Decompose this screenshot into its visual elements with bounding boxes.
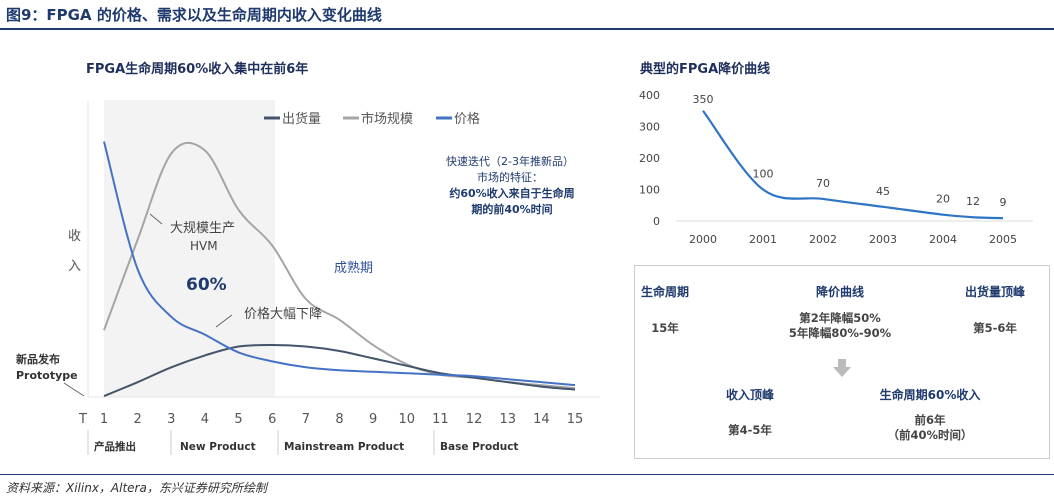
data-label: 12 [966, 195, 980, 208]
x-tick-label: 10 [399, 412, 416, 427]
y-tick-label: 100 [639, 184, 660, 197]
x-tick-label: 15 [567, 412, 584, 427]
data-label: 100 [753, 168, 774, 181]
shaded-60pct-region [104, 100, 275, 397]
summary-box: 生命周期 15年 降价曲线 第2年降幅50% 5年降幅80%-90% 出货量顶峰… [634, 265, 1050, 459]
down-arrow-icon [833, 367, 851, 377]
x-tick-label: 2003 [869, 233, 897, 246]
y-label-2: 入 [68, 259, 81, 274]
x-tick-label: 8 [335, 412, 343, 427]
maturity-label: 成熟期 [334, 260, 373, 276]
y-tick-label: 300 [639, 121, 660, 134]
x-tick-label: 2 [134, 412, 142, 427]
revenue-60pct-heading: 生命周期60%收入 [879, 388, 981, 402]
data-label: 45 [876, 185, 890, 198]
shipment-peak-heading: 出货量顶峰 [964, 285, 1025, 299]
data-label: 70 [816, 177, 830, 190]
note: 快速迭代（2-3年推新品） 市场的特征： 约60%收入来自于生命周 期的前40%… [446, 154, 575, 216]
revenue-60pct-value-2: （前40%时间） [887, 428, 973, 442]
right-chart-title: 典型的FPGA降价曲线 [640, 62, 771, 77]
price-curve-value-2: 5年降幅80%-90% [788, 326, 892, 340]
x-tick-label: 2002 [809, 233, 837, 246]
x-tick-label: 12 [466, 412, 483, 427]
note-line-4: 期的前40%时间 [471, 202, 552, 216]
note-line-2: 市场的特征： [477, 170, 543, 184]
figure-title: 图9：FPGA 的价格、需求以及生命周期内收入变化曲线 [6, 6, 382, 24]
phase-new-product: New Product [180, 441, 256, 453]
data-label: 350 [693, 93, 714, 106]
series-line-0 [103, 344, 576, 398]
lifecycle-chart: T 1 2 3 4 5 6 7 8 9 10 11 12 13 14 15 出货量 市场规模 价格 收 入 大… [16, 100, 600, 455]
y-label-1: 收 [68, 229, 81, 244]
legend-market: 市场规模 [361, 111, 413, 127]
lifecycle-heading: 生命周期 [640, 285, 689, 299]
x-tick-label: 2004 [929, 233, 957, 246]
x-tick-label: 11 [432, 412, 449, 427]
price-drop-label: 价格大幅下降 [244, 306, 322, 322]
x-tick-label: 9 [369, 412, 377, 427]
price-curve-heading: 降价曲线 [815, 285, 864, 299]
x-tick-label: 14 [533, 412, 550, 427]
legend: 出货量 市场规模 价格 [264, 111, 480, 127]
y-tick-label: 400 [639, 89, 660, 102]
data-label: 20 [936, 193, 950, 206]
source-note: 资料来源：Xilinx，Altera，东兴证券研究所绘制 [6, 481, 267, 495]
price-decline-chart: 0 100 200 300 400 2000 2001 2002 2003 2004 2005 350… [639, 89, 1033, 246]
note-line-1: 快速迭代（2-3年推新品） [446, 154, 574, 168]
price-curve-value-1: 第2年降幅50% [799, 311, 881, 325]
down-arrow-stem [838, 359, 846, 367]
shipment-peak-value: 第5-6年 [973, 321, 1017, 335]
revenue-60pct-value-1: 前6年 [914, 413, 946, 427]
prototype-arrow-icon [63, 382, 85, 397]
note-line-3: 约60%收入来自于生命周 [449, 186, 574, 200]
phase-mainstream: Mainstream Product [284, 441, 404, 453]
series-line-2 [103, 141, 576, 387]
pct-label: 60% [186, 275, 227, 295]
revenue-peak-value: 第4-5年 [728, 423, 772, 437]
phase-launch: 产品推出 [94, 440, 136, 453]
price-line [702, 110, 1004, 220]
data-label: 9 [1000, 196, 1007, 209]
hvm-sub-label: HVM [190, 239, 218, 253]
x-tick-label: 13 [499, 412, 516, 427]
footer-divider [0, 474, 1054, 475]
x-tick-label: 7 [302, 412, 310, 427]
legend-price: 价格 [454, 111, 480, 127]
x-tick-label: 6 [268, 412, 276, 427]
y-tick-label: 200 [639, 152, 660, 165]
left-chart-title: FPGA生命周期60%收入集中在前6年 [86, 62, 309, 77]
x-tick-label: 2000 [689, 233, 717, 246]
hvm-arrow-icon [149, 213, 163, 225]
x-tick-label: T [78, 412, 87, 427]
price-drop-arrow-icon [215, 314, 233, 328]
title-divider [0, 28, 1054, 30]
x-tick-label: 4 [201, 412, 209, 427]
x-tick-label: 3 [167, 412, 175, 427]
prototype-en-label: Prototype [16, 369, 78, 382]
hvm-label: 大规模生产 [170, 221, 235, 236]
x-tick-label: 2001 [749, 233, 777, 246]
x-tick-label: 1 [100, 412, 108, 427]
revenue-peak-heading: 收入顶峰 [725, 388, 774, 402]
x-tick-label: 2005 [989, 233, 1017, 246]
prototype-label: 新品发布 [16, 352, 60, 366]
legend-shipments: 出货量 [282, 111, 321, 127]
y-tick-label: 0 [653, 215, 660, 228]
x-tick-label: 5 [234, 412, 242, 427]
lifecycle-value: 15年 [651, 321, 679, 335]
phase-base: Base Product [440, 441, 518, 453]
